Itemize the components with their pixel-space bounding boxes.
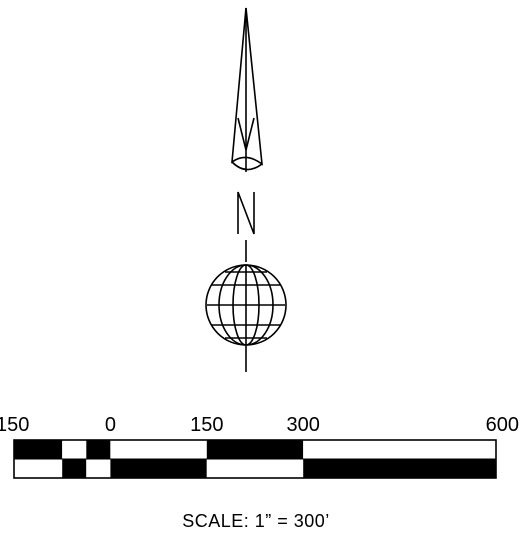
scale-tick-label: 0 [105,414,116,436]
scale-segment-bottom [110,459,207,478]
scale-segment-top [303,440,496,459]
scale-segment-bottom [14,459,63,478]
scale-segment-bottom [86,459,111,478]
scale-tick-label: 150 [190,414,223,436]
scale-segment-bottom [206,459,304,478]
globe-icon [205,264,287,346]
north-arrow-icon [231,7,263,372]
north-letter-text: N [230,195,262,244]
scale-caption: SCALE: 1” = 300’ [182,511,330,531]
scale-tick-label: 150 [0,414,29,436]
scale-bar [13,439,497,479]
scale-segment-top [86,440,111,459]
scale-segment-top [62,440,87,459]
scale-tick-label: 300 [287,414,320,436]
scale-tick-label: 600 [486,414,519,436]
scale-segment-bottom [303,459,496,478]
north-letter: N [230,191,262,244]
scale-segment-top [206,440,304,459]
scale-segment-bottom [62,459,87,478]
scale-segment-top [110,440,207,459]
scale-tick-labels: 150 0 150 300 600 [0,414,519,436]
scale-segment-top [14,440,63,459]
